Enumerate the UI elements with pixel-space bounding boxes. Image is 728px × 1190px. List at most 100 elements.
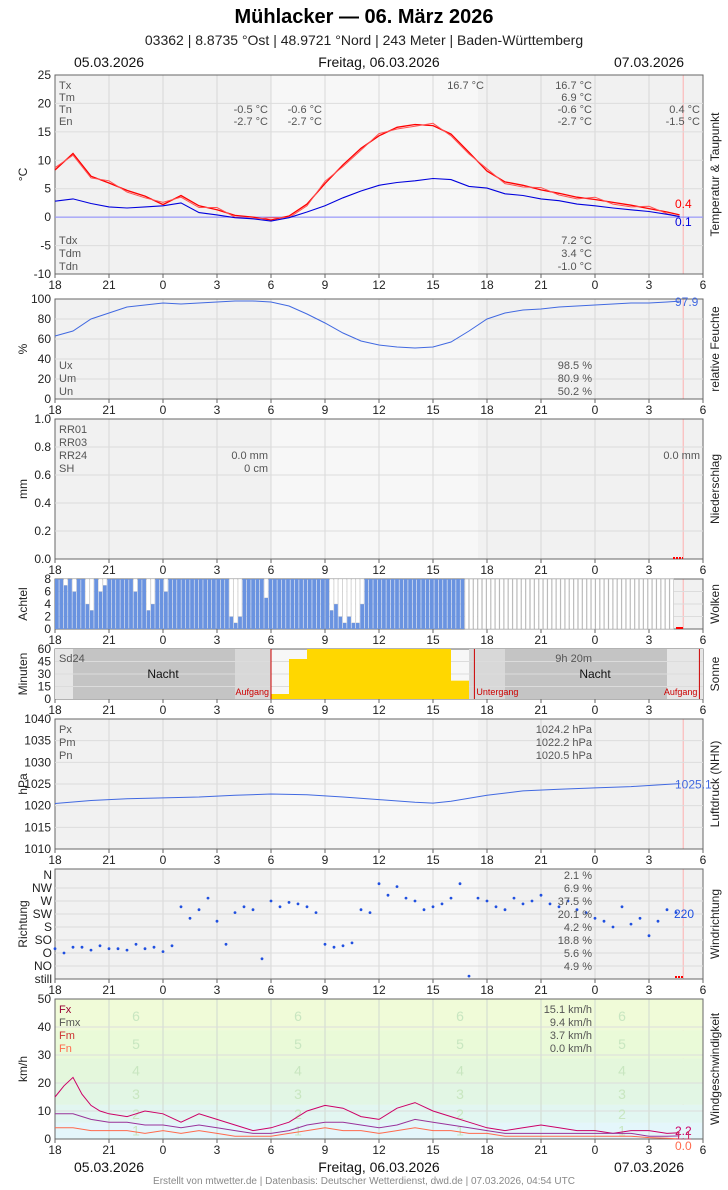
x-tick-label: 18 <box>48 853 62 867</box>
cloud-bar <box>351 622 356 629</box>
stat-label: -1.5 °C <box>666 116 700 128</box>
x-tick-label: 21 <box>534 633 548 647</box>
y-tick-label: 20 <box>38 1076 52 1090</box>
cloud-bar <box>412 579 417 629</box>
cloud-bar <box>190 579 194 629</box>
x-tick-label: 0 <box>160 403 167 417</box>
stat-label: 0.4 °C <box>669 104 700 116</box>
cloud-bar <box>281 579 286 629</box>
stat-label: 6.9 % <box>564 883 592 895</box>
y-tick-label: 0.6 <box>34 468 51 482</box>
wind-dir-point <box>620 905 624 909</box>
cloud-bar <box>347 616 351 629</box>
date-left-bottom: 05.03.2026 <box>74 1159 145 1175</box>
wind-dir-point <box>197 908 201 912</box>
wind_direction-night-band <box>478 869 703 979</box>
wind-dir-point <box>134 942 138 946</box>
x-tick-label: 6 <box>268 403 275 417</box>
cloud-bar-gap <box>98 578 103 592</box>
wind-dir-point <box>233 911 237 914</box>
x-tick-label: 21 <box>534 403 548 417</box>
cloud-bar <box>290 579 295 629</box>
beaufort-label: 1 <box>618 1123 626 1139</box>
wind-dir-point <box>395 885 399 888</box>
stat-label: 80.9 % <box>558 373 592 385</box>
wind-dir-point <box>170 944 174 948</box>
x-tick-label: 18 <box>48 703 62 717</box>
wind-dir-point <box>521 902 525 906</box>
stat-label: Sd24 <box>59 653 85 665</box>
x-tick-label: 9 <box>322 563 329 577</box>
sunshine-title: Sonne <box>708 656 722 691</box>
y-tick-label: 6 <box>44 585 51 599</box>
cloud-bar <box>307 579 312 629</box>
cloud-bar <box>495 578 500 630</box>
y-tick-label: 0 <box>44 392 51 406</box>
stat-label: Tdn <box>59 261 78 273</box>
page-title: Mühlacker — 06. März 2026 <box>234 6 494 28</box>
x-tick-label: 0 <box>592 278 599 292</box>
stat-label: 1020.5 hPa <box>536 750 593 762</box>
mean-end-label: 0.0 <box>675 1139 692 1153</box>
cloud-bar-gap <box>338 578 343 617</box>
y-tick-label: 10 <box>38 1104 52 1118</box>
temperature-ylabel: °C <box>16 167 30 181</box>
y-tick-label: 0.4 <box>34 496 51 510</box>
x-tick-label: 12 <box>372 633 386 647</box>
wind-dir-point <box>161 950 165 953</box>
cloud-bar <box>98 591 103 629</box>
sunshine-ylabel: Minuten <box>16 653 30 696</box>
beaufort-label: 6 <box>132 1008 140 1024</box>
x-tick-label: 0 <box>160 278 167 292</box>
wind-dir-point <box>116 947 120 951</box>
beaufort-label: 2 <box>456 1106 464 1122</box>
cloud-bar-gap <box>85 578 90 605</box>
cloud-bar <box>159 579 164 629</box>
wind-dir-point <box>287 901 291 904</box>
cloud-bar <box>569 578 574 630</box>
x-tick-label: 0 <box>592 1143 599 1157</box>
stat-label: 4.2 % <box>564 922 592 934</box>
stat-label: Fm <box>59 1030 75 1042</box>
beaufort-label: 1 <box>456 1123 464 1139</box>
x-tick-label: 3 <box>214 703 221 717</box>
cloud-bar <box>55 579 59 629</box>
cloud-bar <box>460 579 465 629</box>
x-tick-label: 15 <box>426 853 440 867</box>
x-tick-label: 0 <box>592 633 599 647</box>
x-tick-label: 12 <box>372 983 386 997</box>
x-tick-label: 6 <box>700 703 707 717</box>
stat-label: Tn <box>59 104 72 116</box>
cloud-bar <box>416 579 421 629</box>
cloud-bar <box>220 579 225 629</box>
wind-dir-point <box>593 916 597 920</box>
sunshine-bar <box>325 649 343 699</box>
wind-dir-point <box>440 902 444 906</box>
x-tick-label: 18 <box>480 403 494 417</box>
wind-dir-point <box>89 948 93 952</box>
x-tick-label: 21 <box>534 983 548 997</box>
cloud-bar <box>399 579 404 629</box>
x-tick-label: 6 <box>700 563 707 577</box>
wind-dir-category: still <box>35 972 52 986</box>
beaufort-label: 6 <box>456 1008 464 1024</box>
x-tick-label: 9 <box>322 853 329 867</box>
y-tick-label: 1010 <box>24 842 51 856</box>
cloud-bar <box>451 579 456 629</box>
y-tick-label: 8 <box>44 572 51 586</box>
cloud-bar <box>107 579 112 629</box>
wind-dir-point <box>143 947 147 951</box>
cloud-bar <box>368 579 373 629</box>
cloud-bar <box>181 579 186 629</box>
cloud-bar-gap <box>229 578 234 617</box>
cloud-bar <box>482 578 487 630</box>
x-tick-label: 9 <box>322 278 329 292</box>
wind-dir-point <box>80 945 84 949</box>
cloud-bar <box>373 579 378 629</box>
wind-dir-point <box>656 919 660 923</box>
stat-label: Tx <box>59 80 72 92</box>
cloud-bar <box>421 579 426 629</box>
cloud-bar <box>120 579 125 629</box>
cloud-bar <box>76 579 81 629</box>
cloud-bar <box>430 579 434 629</box>
